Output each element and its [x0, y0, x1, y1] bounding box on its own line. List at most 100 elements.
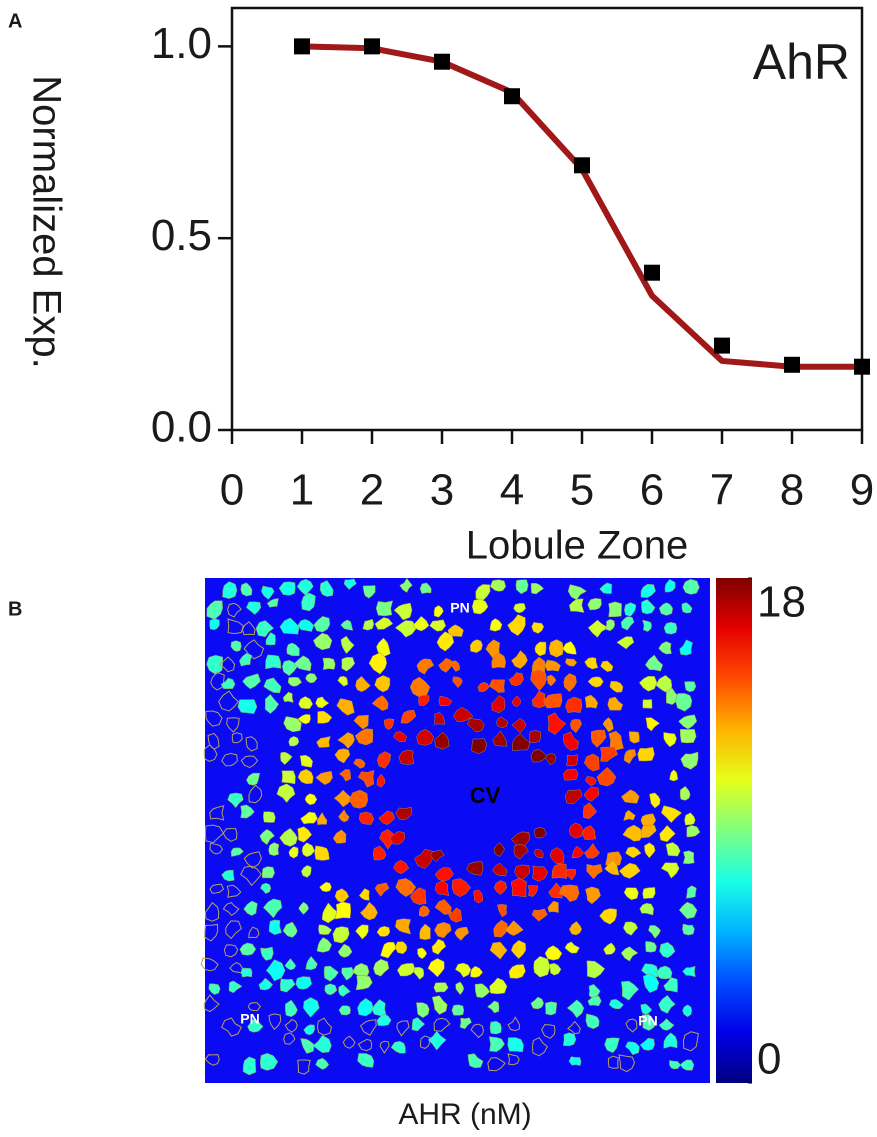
cell — [374, 882, 390, 897]
cell — [489, 579, 507, 592]
cell — [623, 749, 637, 765]
cell — [324, 983, 338, 996]
data-point — [784, 356, 800, 373]
cell — [223, 944, 239, 958]
cell — [295, 976, 312, 990]
cell — [645, 717, 661, 732]
cell — [209, 805, 225, 821]
cell — [393, 731, 408, 743]
cell — [682, 850, 695, 864]
cell — [332, 829, 347, 844]
cell — [389, 831, 405, 845]
cell — [648, 925, 661, 939]
cell — [658, 994, 676, 1014]
cell — [434, 922, 452, 939]
cell — [530, 582, 545, 595]
cell — [489, 1020, 502, 1035]
cell — [625, 1018, 638, 1033]
x-tick-label: 8 — [780, 466, 804, 515]
cell — [400, 709, 417, 724]
cell — [383, 718, 395, 730]
cell — [419, 1035, 431, 1049]
cell — [640, 583, 656, 598]
cell — [486, 1000, 500, 1014]
cell — [558, 884, 580, 902]
cell — [508, 964, 526, 979]
cell — [607, 1055, 619, 1069]
cell — [602, 717, 614, 733]
cell — [305, 955, 318, 970]
cell — [545, 1001, 558, 1016]
cell — [248, 784, 263, 804]
cell — [222, 828, 238, 842]
cell — [362, 585, 376, 599]
cell — [562, 1032, 577, 1047]
cell — [205, 710, 223, 727]
cell — [488, 1036, 505, 1052]
cell — [368, 652, 387, 675]
cell — [337, 675, 348, 687]
cell — [261, 585, 275, 600]
cell — [218, 656, 236, 673]
cell — [640, 824, 657, 839]
cell — [514, 864, 530, 881]
cell — [298, 696, 313, 709]
annotation: PN — [240, 1011, 259, 1027]
cell — [625, 846, 642, 859]
cell — [639, 902, 654, 916]
cell — [679, 728, 697, 744]
cell — [209, 883, 225, 894]
cell — [587, 619, 609, 638]
colorbar — [716, 578, 752, 1083]
cell — [341, 657, 356, 672]
cell — [315, 770, 333, 785]
cell — [618, 1054, 636, 1073]
cell — [679, 639, 693, 656]
cell — [620, 616, 635, 631]
cell — [587, 598, 602, 611]
cell — [587, 676, 604, 688]
cell — [678, 901, 698, 919]
cell — [357, 1038, 373, 1052]
cell — [669, 769, 679, 782]
cell — [390, 1040, 406, 1054]
cell — [496, 716, 509, 728]
cell — [623, 809, 636, 821]
cell — [240, 755, 259, 769]
cell — [467, 718, 485, 733]
cell — [230, 640, 242, 652]
cell — [569, 598, 585, 613]
x-tick-label: 3 — [430, 466, 454, 515]
cell — [300, 1038, 315, 1054]
cell — [268, 1013, 282, 1031]
cell — [625, 1041, 640, 1056]
cell — [473, 889, 484, 904]
cell — [587, 995, 602, 1007]
cell — [334, 748, 351, 764]
cell — [395, 878, 417, 897]
cell — [427, 1030, 447, 1051]
cell — [333, 789, 353, 808]
cell — [204, 824, 225, 844]
cell — [529, 730, 542, 743]
cell — [283, 716, 302, 733]
cell — [374, 617, 394, 630]
cell — [371, 695, 389, 711]
cell — [641, 963, 659, 978]
x-tick-label: 7 — [710, 466, 734, 515]
cell — [239, 652, 253, 667]
cell — [547, 712, 567, 735]
cell — [204, 1054, 220, 1066]
cell — [322, 657, 336, 671]
cell — [565, 658, 578, 667]
cell — [409, 887, 427, 905]
cell — [433, 605, 444, 618]
cell — [342, 1035, 356, 1049]
cell — [297, 619, 315, 632]
panel-label: A — [8, 10, 22, 32]
cell — [260, 882, 272, 895]
cell — [644, 842, 656, 859]
cell — [416, 658, 435, 675]
cell — [340, 619, 354, 631]
